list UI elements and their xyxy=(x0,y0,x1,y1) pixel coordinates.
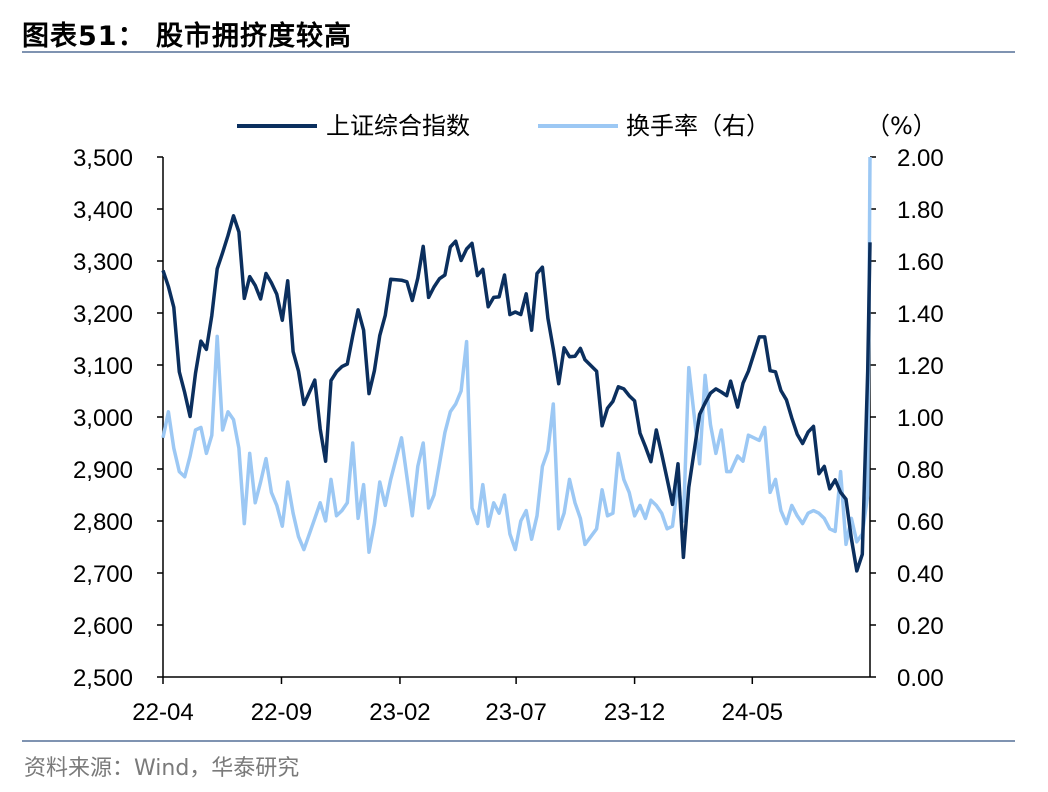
y-right-tick-label: 2.00 xyxy=(897,145,944,172)
series-line-turnover xyxy=(161,156,872,554)
y-left-tick-label: 2,600 xyxy=(73,613,133,640)
y-right-tick-label: 0.00 xyxy=(897,665,944,692)
y-left-tick-label: 2,800 xyxy=(73,509,133,536)
y-left-tick-label: 3,500 xyxy=(73,145,133,172)
chart-title: 图表51： 股市拥挤度较高 xyxy=(22,21,352,52)
legend-label-index: 上证综合指数 xyxy=(326,112,470,140)
y-left-tick-label: 3,300 xyxy=(73,249,133,276)
x-tick-label: 24-05 xyxy=(722,699,783,726)
chart-axes: 2,500 2,600 2,700 2,800 2,900 3,000 3,100 3,200… xyxy=(73,145,944,726)
x-tick-label: 22-09 xyxy=(251,699,312,726)
y-right-tick-label: 1.00 xyxy=(897,405,944,432)
x-tick-label: 22-04 xyxy=(132,699,193,726)
x-tick-label: 23-02 xyxy=(369,699,430,726)
y-right-tick-label: 0.60 xyxy=(897,509,944,536)
source-note: 资料来源：Wind，华泰研究 xyxy=(24,756,300,781)
right-axis-unit: （%） xyxy=(866,112,937,140)
series-line-index xyxy=(161,214,872,573)
y-left-tick-label: 3,400 xyxy=(73,197,133,224)
source-rule xyxy=(22,740,1015,742)
y-right-tick-label: 1.20 xyxy=(897,353,944,380)
y-right-tick-label: 0.40 xyxy=(897,561,944,588)
title-rule xyxy=(22,51,1015,53)
chart-legend: 上证综合指数 换手率（右） （%） xyxy=(237,112,937,140)
y-left-tick-label: 3,000 xyxy=(73,405,133,432)
y-right-tick-label: 1.40 xyxy=(897,301,944,328)
x-tick-label: 23-12 xyxy=(604,699,665,726)
legend-label-turnover: 换手率（右） xyxy=(626,112,770,140)
x-tick-label: 23-07 xyxy=(485,699,546,726)
y-left-tick-label: 3,200 xyxy=(73,301,133,328)
y-left-tick-label: 2,700 xyxy=(73,561,133,588)
y-right-tick-label: 0.20 xyxy=(897,613,944,640)
y-left-tick-label: 2,500 xyxy=(73,665,133,692)
y-left-tick-label: 3,100 xyxy=(73,353,133,380)
chart-series xyxy=(161,156,872,573)
y-right-tick-label: 0.80 xyxy=(897,457,944,484)
y-right-tick-label: 1.80 xyxy=(897,197,944,224)
y-left-tick-label: 2,900 xyxy=(73,457,133,484)
y-right-tick-label: 1.60 xyxy=(897,249,944,276)
